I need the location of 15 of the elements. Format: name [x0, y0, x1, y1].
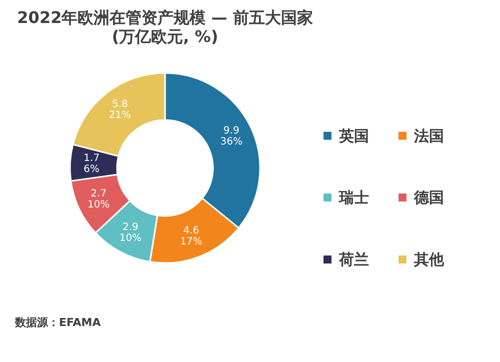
legend-label: 荷兰	[338, 250, 369, 268]
legend-label: 瑞士	[338, 188, 369, 206]
chart-title: 2022年欧洲在管资产规模 — 前五大国家	[17, 8, 313, 27]
data-label: 4.6 17%	[180, 226, 202, 248]
legend-label: 法国	[413, 126, 444, 145]
data-label: 2.7 10%	[88, 188, 110, 211]
legend-label: 德国	[413, 188, 444, 206]
chart-subtitle: (万亿欧元, %)	[112, 27, 218, 46]
legend-label: 英国	[338, 126, 369, 145]
data-label: 5.8 21%	[108, 98, 132, 121]
data-label: 1.7 6%	[84, 152, 100, 175]
text: 数据源：EFAMA	[14, 316, 102, 329]
data-label: 2.9 10%	[119, 222, 142, 244]
legend-label: 其他	[413, 250, 445, 268]
data-label: 9.9 36%	[220, 125, 242, 148]
